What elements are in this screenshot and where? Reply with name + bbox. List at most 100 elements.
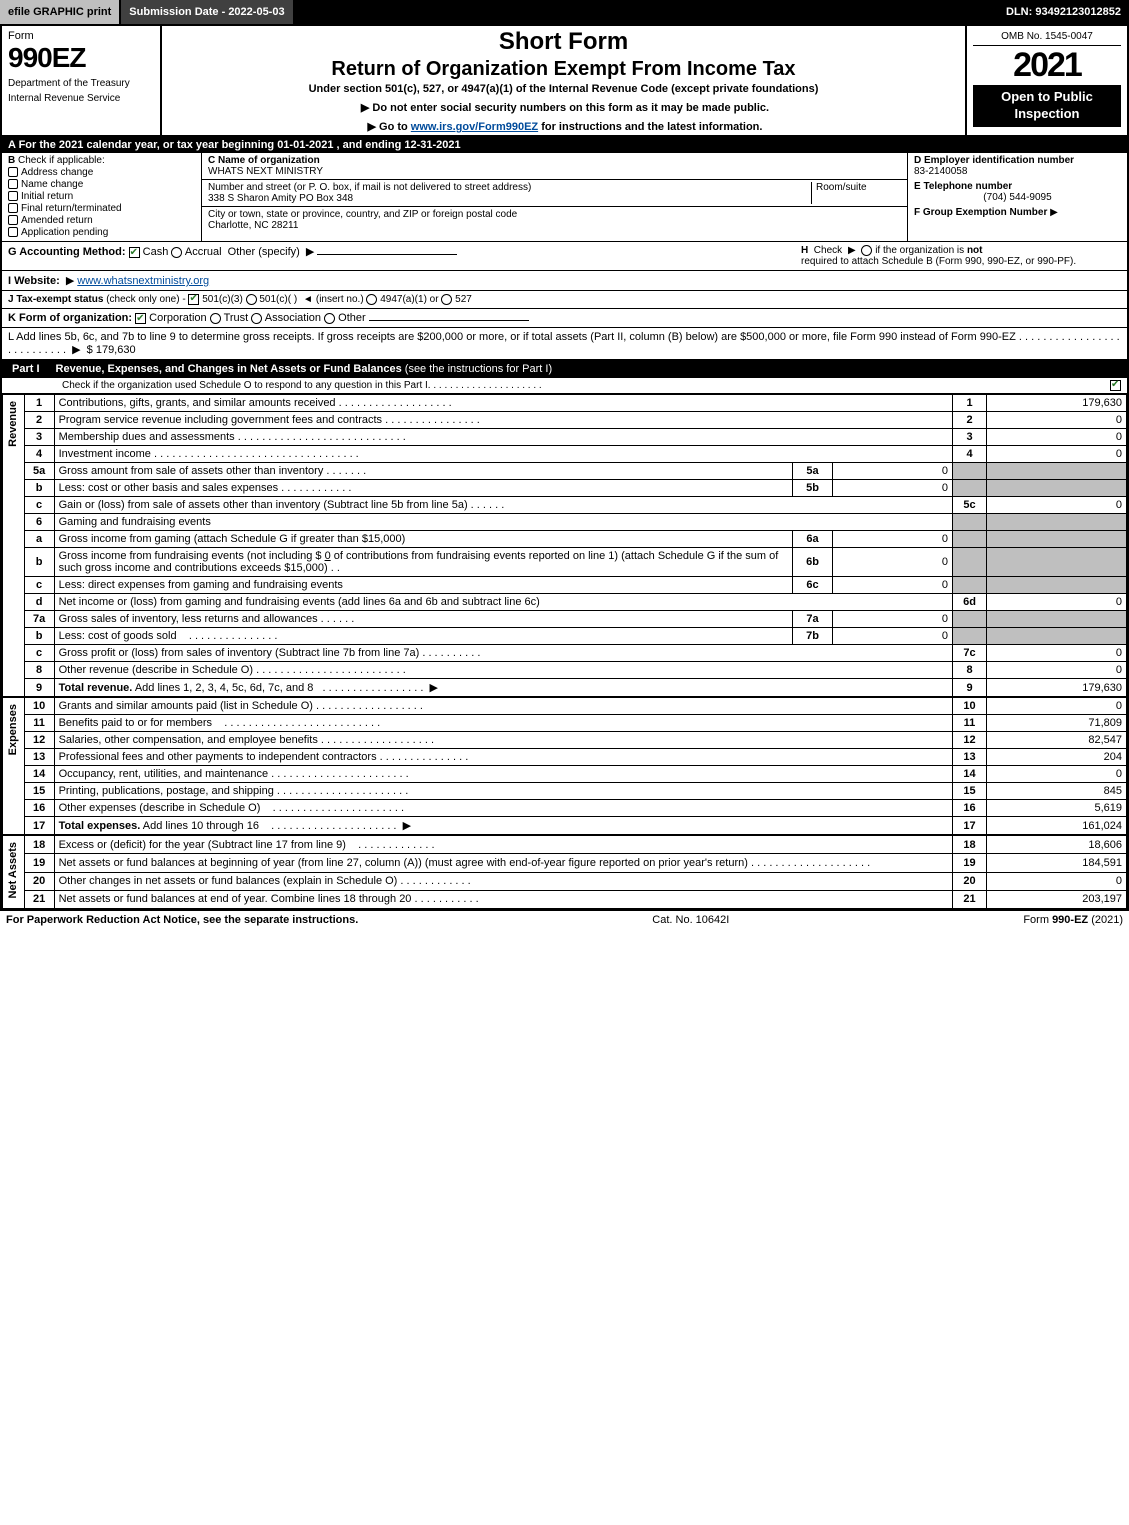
k-assoc: Association — [265, 312, 321, 324]
header-center: Short Form Return of Organization Exempt… — [162, 26, 967, 135]
section-b-through-f: B Check if applicable: Address change Na… — [2, 153, 1127, 242]
chk-501c3[interactable] — [188, 294, 199, 305]
chk-501c[interactable] — [246, 294, 257, 305]
header-left: Form 990EZ Department of the Treasury In… — [2, 26, 162, 135]
row-a-period: A For the 2021 calendar year, or tax yea… — [2, 137, 1127, 153]
sidelabel-revenue: Revenue — [2, 394, 24, 697]
chk-accrual[interactable] — [171, 247, 182, 258]
g-accrual: Accrual — [185, 246, 222, 258]
chk-h[interactable] — [861, 245, 872, 256]
chk-corporation[interactable] — [135, 313, 146, 324]
row-j: J Tax-exempt status (check only one) - 5… — [2, 291, 1127, 309]
line-16: 16Other expenses (describe in Schedule O… — [24, 800, 1126, 817]
j-501c: 501(c)( ) — [259, 294, 297, 305]
col-b: B Check if applicable: Address change Na… — [2, 153, 202, 241]
line-19: 19Net assets or fund balances at beginni… — [24, 854, 1126, 872]
line-6b: bGross income from fundraising events (n… — [24, 548, 1126, 577]
line-5a: 5aGross amount from sale of assets other… — [24, 463, 1126, 480]
telephone-value: (704) 544-9095 — [914, 192, 1121, 203]
line-2: 2Program service revenue including gover… — [24, 412, 1126, 429]
part1-header: Part I Revenue, Expenses, and Changes in… — [2, 360, 1127, 378]
efile-print-button[interactable]: efile GRAPHIC print — [0, 0, 121, 24]
expenses-table: 10Grants and similar amounts paid (list … — [24, 697, 1127, 835]
chk-4947[interactable] — [366, 294, 377, 305]
f-label: F Group Exemption Number — [914, 207, 1047, 218]
row-k: K Form of organization: Corporation Trus… — [2, 309, 1127, 328]
opt-name-change[interactable]: Name change — [8, 179, 195, 190]
e-label: E Telephone number — [914, 181, 1121, 192]
h-text2: if the organization is — [875, 245, 964, 256]
line-7b: bLess: cost of goods sold . . . . . . . … — [24, 628, 1126, 645]
arrow-icon — [303, 246, 317, 258]
line-6c: cLess: direct expenses from gaming and f… — [24, 577, 1126, 594]
org-name: WHATS NEXT MINISTRY — [208, 166, 323, 177]
part1-title: Revenue, Expenses, and Changes in Net As… — [50, 360, 1127, 378]
b-label: Check if applicable: — [18, 155, 105, 166]
line-6b-amount: 0 — [325, 550, 331, 562]
chk-other[interactable] — [324, 313, 335, 324]
line-6a: aGross income from gaming (attach Schedu… — [24, 531, 1126, 548]
g-accounting: G Accounting Method: Cash Accrual Other … — [8, 245, 457, 267]
chk-trust[interactable] — [210, 313, 221, 324]
line-13: 13Professional fees and other payments t… — [24, 749, 1126, 766]
f-arrow-icon: ▶ — [1050, 207, 1058, 218]
row-i: I Website: www.whatsnextministry.org — [2, 271, 1127, 291]
row-l: L Add lines 5b, 6c, and 7b to line 9 to … — [2, 328, 1127, 360]
line-10: 10Grants and similar amounts paid (list … — [24, 698, 1126, 715]
k-label: K Form of organization: — [8, 312, 132, 324]
topbar-spacer — [293, 0, 998, 24]
form-outer: Form 990EZ Department of the Treasury In… — [0, 24, 1129, 911]
sidelabel-netassets: Net Assets — [2, 835, 24, 908]
j-label: J Tax-exempt status — [8, 294, 103, 305]
dept-irs: Internal Revenue Service — [8, 93, 154, 104]
line-9: 9Total revenue. Total revenue. Add lines… — [24, 679, 1126, 697]
g-other: Other (specify) — [228, 246, 300, 258]
title-subtitle: Under section 501(c), 527, or 4947(a)(1)… — [170, 83, 957, 95]
k-other: Other — [338, 312, 366, 324]
arrow-icon — [69, 344, 83, 356]
revenue-section: Revenue 1Contributions, gifts, grants, a… — [2, 394, 1127, 697]
arrow-icon — [358, 102, 372, 114]
chk-schedule-o[interactable] — [1110, 380, 1121, 391]
g-label: G Accounting Method: — [8, 246, 126, 258]
form-word: Form — [8, 30, 154, 42]
line-18: 18Excess or (deficit) for the year (Subt… — [24, 836, 1126, 854]
page-footer: For Paperwork Reduction Act Notice, see … — [0, 911, 1129, 929]
footer-left: For Paperwork Reduction Act Notice, see … — [6, 914, 358, 926]
opt-address-change[interactable]: Address change — [8, 167, 195, 178]
header-right: OMB No. 1545-0047 2021 Open to Public In… — [967, 26, 1127, 135]
opt-initial-return[interactable]: Initial return — [8, 191, 195, 202]
opt-amended-return[interactable]: Amended return — [8, 215, 195, 226]
j-hint: (check only one) - — [106, 294, 185, 305]
c-street-label: Number and street (or P. O. box, if mail… — [208, 182, 531, 193]
j-501c3: 501(c)(3) — [202, 294, 243, 305]
website-link[interactable]: www.whatsnextministry.org — [77, 275, 209, 287]
arrow-icon — [63, 275, 77, 287]
note-goto-pre: Go to — [379, 121, 411, 133]
line-7c: cGross profit or (loss) from sales of in… — [24, 645, 1126, 662]
line-3: 3Membership dues and assessments . . . .… — [24, 429, 1126, 446]
chk-association[interactable] — [251, 313, 262, 324]
line-20: 20Other changes in net assets or fund ba… — [24, 872, 1126, 890]
c-name-label: C Name of organization — [208, 155, 320, 166]
omb-number: OMB No. 1545-0047 — [973, 28, 1121, 46]
line-8: 8Other revenue (describe in Schedule O) … — [24, 662, 1126, 679]
note-link: Go to www.irs.gov/Form990EZ for instruct… — [170, 120, 957, 133]
form-header: Form 990EZ Department of the Treasury In… — [2, 26, 1127, 137]
k-trust: Trust — [224, 312, 249, 324]
org-city: Charlotte, NC 28211 — [208, 220, 298, 231]
chk-cash[interactable] — [129, 247, 140, 258]
revenue-table: 1Contributions, gifts, grants, and simil… — [24, 394, 1127, 697]
line-1: 1Contributions, gifts, grants, and simil… — [24, 395, 1126, 412]
footer-right: Form 990-EZ (2021) — [1023, 914, 1123, 926]
irs-link[interactable]: www.irs.gov/Form990EZ — [411, 121, 538, 133]
footer-catno: Cat. No. 10642I — [652, 914, 729, 926]
opt-final-return[interactable]: Final return/terminated — [8, 203, 195, 214]
h-not: not — [967, 245, 983, 256]
line-12: 12Salaries, other compensation, and empl… — [24, 732, 1126, 749]
chk-527[interactable] — [441, 294, 452, 305]
j-4947: 4947(a)(1) or — [380, 294, 438, 305]
line-7a: 7aGross sales of inventory, less returns… — [24, 611, 1126, 628]
opt-application-pending[interactable]: Application pending — [8, 227, 195, 238]
d-label: D Employer identification number — [914, 155, 1121, 166]
